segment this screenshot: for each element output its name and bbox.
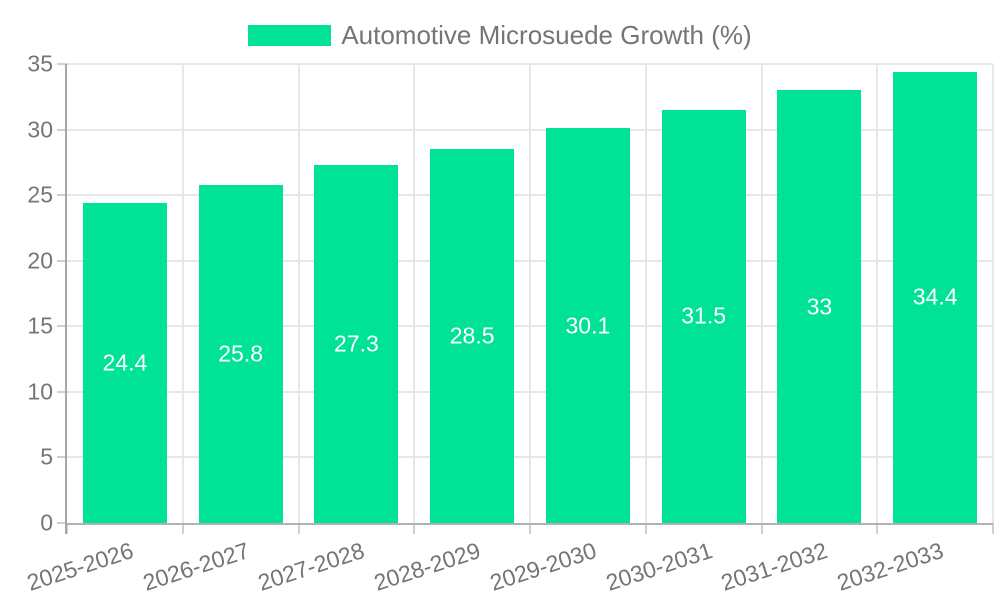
y-tick: [57, 128, 67, 131]
x-tick-label: 2031-2032: [718, 537, 831, 596]
x-tick: [992, 523, 994, 534]
bar[interactable]: [545, 128, 630, 523]
x-axis-labels: 2025-2026 2026-2027 2027-2028 2028-2029 2029…: [24, 523, 993, 600]
bar[interactable]: [82, 203, 167, 523]
x-tick: [529, 523, 531, 534]
y-axis-line: [65, 64, 67, 534]
x-tick: [876, 523, 879, 534]
gridline-v: [529, 64, 531, 523]
y-tick: [57, 456, 67, 459]
x-tick: [760, 523, 763, 534]
y-tick-label: 0: [40, 509, 53, 536]
y-tick: [57, 194, 67, 197]
gridline-v: [760, 64, 763, 523]
y-tick-label: 35: [27, 50, 53, 77]
legend-swatch: [248, 24, 332, 46]
x-tick: [644, 523, 647, 534]
legend: Automotive Microsuede Growth (%): [0, 22, 1000, 48]
x-axis-line: [67, 523, 993, 525]
bar[interactable]: [661, 109, 746, 523]
x-tick-label: 2025-2026: [23, 537, 137, 596]
bar[interactable]: [314, 164, 399, 523]
bar[interactable]: [430, 149, 515, 523]
y-tick-label: 30: [27, 116, 53, 143]
y-tick: [57, 325, 67, 328]
gridline-v: [992, 64, 994, 523]
gridline-v: [297, 64, 300, 523]
bar[interactable]: [893, 71, 978, 523]
y-tick: [57, 522, 67, 524]
x-tick: [66, 523, 68, 534]
y-tick: [57, 63, 67, 65]
x-tick: [181, 523, 184, 534]
x-tick-label: 2027-2028: [255, 537, 368, 596]
gridline-v: [181, 64, 184, 523]
y-tick: [57, 390, 67, 393]
y-tick: [57, 259, 67, 262]
x-tick-label: 2030-2031: [602, 537, 716, 596]
x-tick-label: 2028-2029: [370, 537, 484, 596]
x-tick-label: 2029-2030: [486, 537, 600, 596]
gridline-v: [644, 64, 647, 523]
y-axis-labels: 0 5 10 15 20 25 30 35: [0, 52, 53, 534]
y-tick-label: 10: [27, 378, 53, 405]
y-tick-label: 20: [27, 247, 53, 274]
x-tick: [413, 523, 416, 534]
bar[interactable]: [777, 90, 862, 523]
legend-label: Automotive Microsuede Growth (%): [341, 20, 752, 50]
gridline-v: [413, 64, 416, 523]
y-tick-label: 5: [40, 443, 53, 470]
x-tick-label: 2026-2027: [139, 537, 253, 596]
y-tick-label: 25: [27, 181, 53, 208]
plot-area: 24.4 25.8 27.3 28.5 30.1 31.5 33 34.4: [67, 63, 994, 523]
gridline-v: [876, 64, 879, 523]
legend-item[interactable]: Automotive Microsuede Growth (%): [248, 20, 752, 50]
y-tick-label: 15: [27, 312, 53, 339]
x-tick-label: 2032-2033: [833, 537, 947, 596]
x-tick: [297, 523, 300, 534]
bar[interactable]: [198, 184, 283, 523]
